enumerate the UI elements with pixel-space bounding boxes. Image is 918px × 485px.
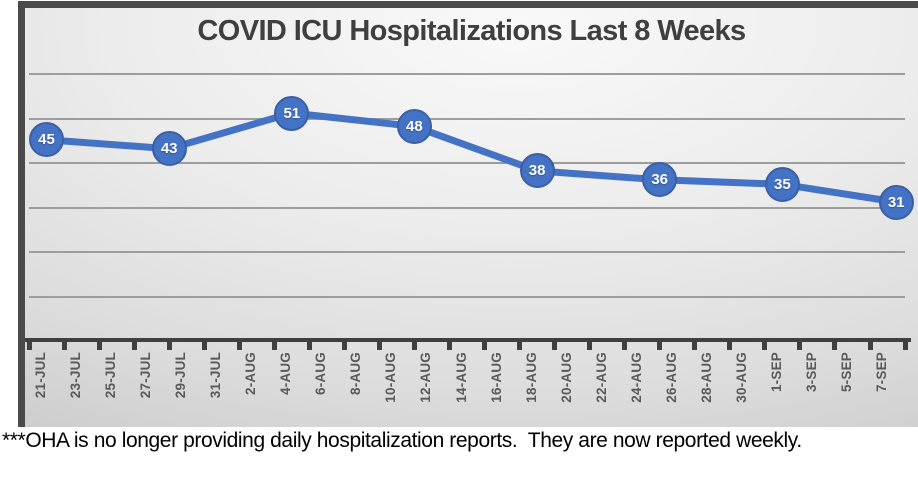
x-axis-tick <box>587 342 593 350</box>
x-axis-tick <box>201 342 207 350</box>
x-axis-tick <box>131 342 137 350</box>
data-point-label: 35 <box>774 175 791 193</box>
trend-line <box>43 109 900 206</box>
data-point-label: 51 <box>283 104 301 122</box>
gridline <box>29 295 905 298</box>
gridline <box>29 73 905 75</box>
x-axis-tick <box>482 342 487 350</box>
x-axis-tick <box>797 342 803 350</box>
data-point-marker: 43 <box>151 131 187 167</box>
x-axis-line <box>25 338 911 342</box>
data-point-marker: 35 <box>764 166 800 202</box>
x-axis-tick <box>692 342 698 350</box>
data-point-label: 48 <box>406 117 423 135</box>
x-axis-tick <box>622 342 628 350</box>
data-point-marker: 51 <box>274 95 310 131</box>
x-axis-tick <box>517 342 523 350</box>
x-axis-tick <box>552 342 558 350</box>
data-point-marker: 48 <box>396 108 432 144</box>
gridline <box>29 206 905 209</box>
x-axis-tick <box>61 342 67 350</box>
x-axis-tick <box>867 342 873 350</box>
x-axis-tick <box>727 342 733 350</box>
x-axis-tick <box>657 342 663 350</box>
x-axis-tick <box>447 342 452 350</box>
x-axis-tick <box>96 342 102 350</box>
footnote-text: ***OHA is no longer providing daily hosp… <box>2 429 802 452</box>
data-point-marker: 36 <box>642 162 678 198</box>
x-axis-tick <box>306 342 312 350</box>
x-axis-tick <box>411 342 417 350</box>
chart-title: COVID ICU Hospitalizations Last 8 Weeks <box>197 15 746 47</box>
data-point-label: 38 <box>528 162 546 180</box>
x-axis-tick <box>902 342 908 350</box>
data-point-label: 36 <box>651 171 669 189</box>
data-point-label: 45 <box>38 131 55 149</box>
data-point-label: 31 <box>887 193 905 211</box>
gridline <box>29 117 905 120</box>
chart-plot-container: COVID ICU Hospitalizations Last 8 Weeks … <box>25 8 918 427</box>
data-point-marker: 31 <box>878 184 914 220</box>
chart-frame: COVID ICU Hospitalizations Last 8 Weeks … <box>18 1 918 427</box>
x-axis-tick <box>236 342 242 350</box>
x-axis-tick <box>271 342 277 350</box>
data-point-marker: 38 <box>519 153 555 189</box>
x-axis-tick <box>341 342 347 350</box>
gridline <box>29 162 905 164</box>
x-axis-tick <box>832 342 838 350</box>
data-point-marker: 45 <box>29 122 64 158</box>
data-point-label: 43 <box>160 140 178 158</box>
x-axis-tick <box>166 342 172 350</box>
gridline <box>29 251 905 253</box>
x-axis-tick <box>376 342 382 350</box>
x-axis-tick <box>26 342 32 350</box>
x-axis-tick <box>762 342 768 350</box>
